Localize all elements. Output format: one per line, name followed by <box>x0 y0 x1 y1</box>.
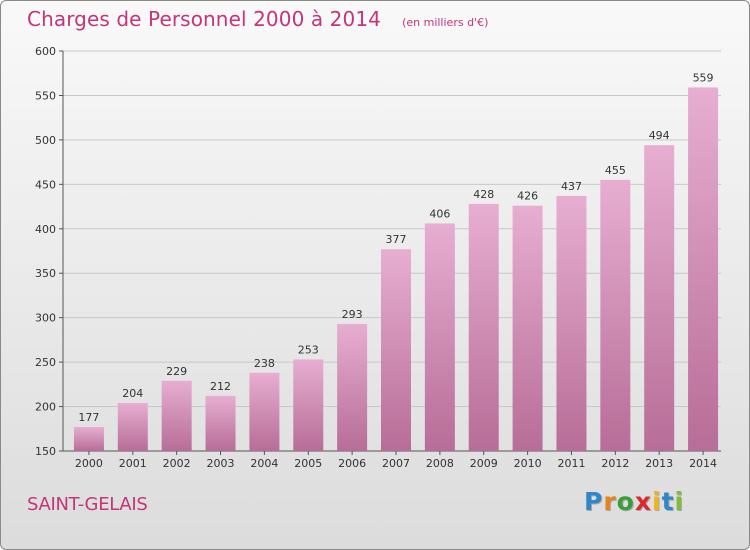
bar-2006 <box>337 323 368 451</box>
data-label-2000: 177 <box>78 411 99 424</box>
y-tick-label: 300 <box>35 312 56 325</box>
logo-letter: r <box>603 487 617 516</box>
bar-2011 <box>556 195 587 451</box>
y-tick-label: 550 <box>35 89 56 102</box>
y-tick-label: 400 <box>35 223 56 236</box>
chart-title: Charges de Personnel 2000 à 2014 <box>27 7 381 31</box>
bar-2000 <box>73 427 104 451</box>
y-tick-label: 450 <box>35 178 56 191</box>
x-tick-label-2003: 2003 <box>207 457 235 470</box>
x-tick-label-2000: 2000 <box>75 457 103 470</box>
x-tick-label-2013: 2013 <box>645 457 673 470</box>
data-label-2006: 293 <box>342 308 363 321</box>
commune-name: SAINT-GELAIS <box>27 494 148 515</box>
labels: 150 200 250 300 350 400 450 500 550 600 177 2000 204… <box>35 45 717 470</box>
data-label-2009: 428 <box>473 188 494 201</box>
proxiti-logo: Proxiti <box>584 487 684 516</box>
x-tick-label-2006: 2006 <box>338 457 366 470</box>
logo-letter: o <box>616 487 635 516</box>
bar-2008 <box>424 223 455 451</box>
y-tick-label: 150 <box>35 445 56 458</box>
data-label-2002: 229 <box>166 365 187 378</box>
data-label-2007: 377 <box>386 233 407 246</box>
x-tick-label-2004: 2004 <box>250 457 278 470</box>
x-tick-label-2001: 2001 <box>119 457 147 470</box>
data-label-2012: 455 <box>605 164 626 177</box>
x-tick-label-2014: 2014 <box>689 457 717 470</box>
data-label-2011: 437 <box>561 180 582 193</box>
data-label-2014: 559 <box>693 71 714 84</box>
y-tick-label: 350 <box>35 267 56 280</box>
bar-2009 <box>468 203 499 451</box>
y-tick-label: 200 <box>35 401 56 414</box>
x-tick-label-2011: 2011 <box>557 457 585 470</box>
x-tick-label-2002: 2002 <box>163 457 191 470</box>
y-tick-label: 600 <box>35 45 56 58</box>
bars <box>73 87 719 451</box>
bar-2012 <box>600 179 631 451</box>
y-tick-label: 250 <box>35 356 56 369</box>
data-label-2010: 426 <box>517 190 538 203</box>
logo-letter: P <box>584 487 604 516</box>
logo-letter: i <box>674 487 685 516</box>
chart-subtitle: (en milliers d'€) <box>402 16 489 29</box>
title-line: Charges de Personnel 2000 à 2014 (en mil… <box>27 7 488 31</box>
x-tick-label-2008: 2008 <box>426 457 454 470</box>
x-tick-label-2012: 2012 <box>601 457 629 470</box>
x-tick-label-2009: 2009 <box>470 457 498 470</box>
logo-letter: x <box>634 487 652 516</box>
bar-2010 <box>512 205 543 451</box>
data-label-2001: 204 <box>122 387 143 400</box>
data-label-2003: 212 <box>210 380 231 393</box>
x-tick-label-2005: 2005 <box>294 457 322 470</box>
data-label-2004: 238 <box>254 357 275 370</box>
data-label-2005: 253 <box>298 343 319 356</box>
bar-2014 <box>688 87 719 451</box>
bar-2001 <box>117 403 148 451</box>
x-tick-label-2007: 2007 <box>382 457 410 470</box>
y-tick-label: 500 <box>35 134 56 147</box>
x-tick-label-2010: 2010 <box>514 457 542 470</box>
data-label-2013: 494 <box>649 129 670 142</box>
bar-2013 <box>644 145 675 451</box>
bar-2004 <box>249 372 280 451</box>
data-label-2008: 406 <box>429 207 450 220</box>
bar-2002 <box>161 380 192 451</box>
bar-2003 <box>205 395 236 451</box>
logo-letter: i <box>652 487 662 516</box>
bar-2005 <box>293 359 324 451</box>
bar-2007 <box>381 249 411 451</box>
logo-letter: t <box>661 487 675 516</box>
